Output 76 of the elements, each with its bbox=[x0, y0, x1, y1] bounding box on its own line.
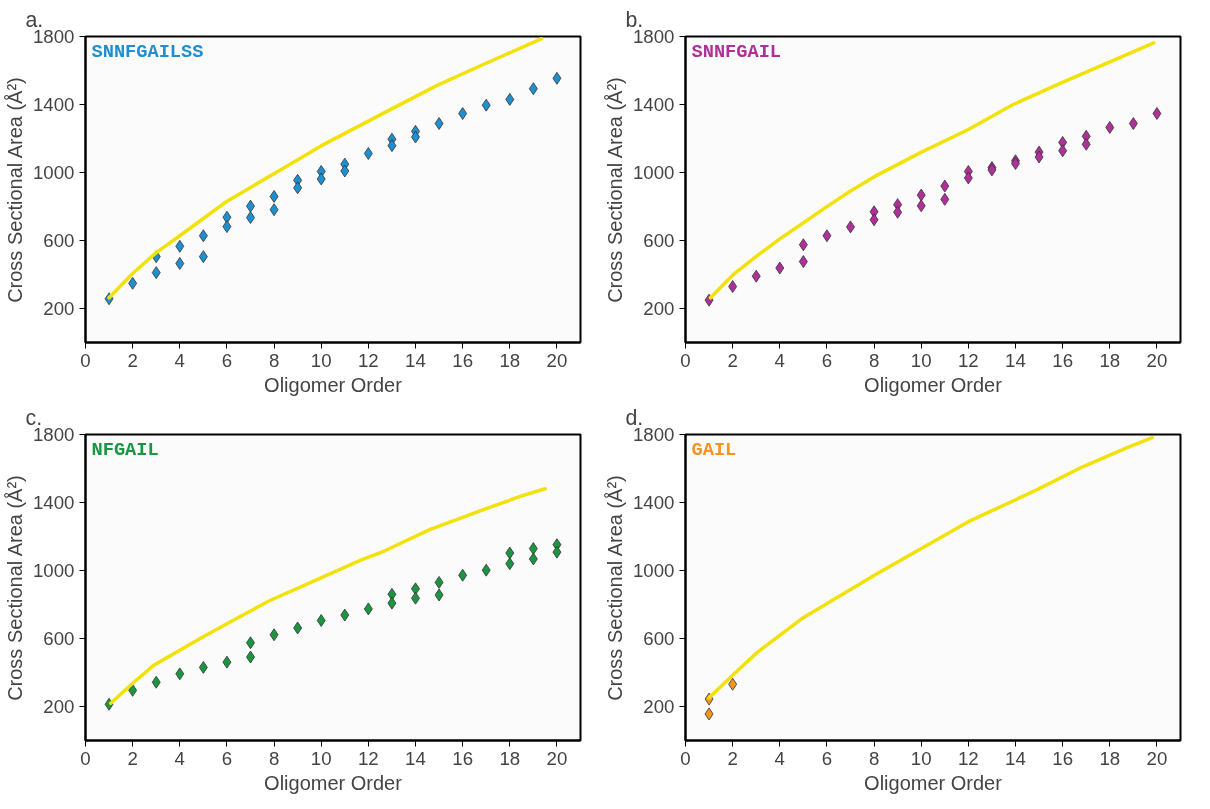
y-axis-title: Cross Sectional Area (Å²) bbox=[4, 77, 26, 303]
x-tick-label: 12 bbox=[957, 747, 979, 769]
x-tick-label: 10 bbox=[910, 747, 932, 769]
text: GAIL bbox=[691, 438, 737, 461]
x-tick-label: 8 bbox=[868, 747, 880, 769]
y-tick-label: 1800 bbox=[633, 26, 675, 47]
x-tick-label: 2 bbox=[127, 349, 138, 371]
x-tick-label: 14 bbox=[1005, 747, 1026, 769]
y-tick-label: 600 bbox=[643, 230, 675, 251]
x-tick-label: 16 bbox=[452, 349, 474, 371]
y-tick-label: 1800 bbox=[33, 26, 75, 47]
x-axis-title: Oligomer Order bbox=[864, 771, 1003, 794]
x-tick-label: 20 bbox=[546, 349, 568, 371]
x-tick-label: 6 bbox=[221, 747, 233, 769]
y-axis-title: Cross Sectional Area (Å²) bbox=[604, 77, 626, 303]
x-tick-label: 18 bbox=[499, 747, 521, 769]
x-tick-label: 20 bbox=[546, 747, 568, 769]
y-tick-label: 1000 bbox=[633, 162, 675, 183]
y-tick-label: 1000 bbox=[33, 560, 75, 581]
y-tick-label: 200 bbox=[43, 298, 75, 319]
x-tick-label: 6 bbox=[821, 349, 833, 371]
y-tick-label: 1400 bbox=[633, 94, 675, 115]
text: SNNFGAILSS bbox=[91, 40, 204, 63]
y-tick-label: 600 bbox=[43, 230, 75, 251]
y-tick-label: 1400 bbox=[33, 492, 75, 513]
x-tick-label: 18 bbox=[1099, 747, 1121, 769]
x-tick-label: 0 bbox=[680, 349, 691, 371]
x-tick-label: 6 bbox=[821, 747, 833, 769]
x-tick-label: 0 bbox=[80, 349, 91, 371]
x-tick-label: 16 bbox=[452, 747, 474, 769]
x-tick-label: 14 bbox=[405, 747, 426, 769]
y-axis-title: Cross Sectional Area (Å²) bbox=[604, 475, 626, 701]
x-tick-label: 12 bbox=[357, 747, 379, 769]
x-tick-label: 6 bbox=[221, 349, 233, 371]
x-tick-label: 2 bbox=[727, 349, 738, 371]
x-tick-label: 20 bbox=[1146, 747, 1168, 769]
y-tick-label: 1400 bbox=[633, 492, 675, 513]
x-axis-title: Oligomer Order bbox=[264, 373, 403, 396]
x-tick-label: 18 bbox=[499, 349, 521, 371]
y-tick-label: 1000 bbox=[633, 560, 675, 581]
y-axis-title: Cross Sectional Area (Å²) bbox=[4, 475, 26, 701]
y-tick-label: 1400 bbox=[33, 94, 75, 115]
y-tick-label: 200 bbox=[643, 298, 675, 319]
y-tick-label: 1800 bbox=[633, 424, 675, 445]
x-tick-label: 10 bbox=[310, 349, 332, 371]
x-tick-label: 0 bbox=[80, 747, 91, 769]
text: SNNFGAIL bbox=[691, 40, 782, 63]
x-tick-label: 20 bbox=[1146, 349, 1168, 371]
y-tick-label: 200 bbox=[643, 696, 675, 717]
x-tick-label: 14 bbox=[405, 349, 426, 371]
x-tick-label: 0 bbox=[680, 747, 691, 769]
x-tick-label: 18 bbox=[1099, 349, 1121, 371]
y-tick-label: 1800 bbox=[33, 424, 75, 445]
x-tick-label: 4 bbox=[774, 747, 785, 769]
x-tick-label: 14 bbox=[1005, 349, 1026, 371]
x-tick-label: 16 bbox=[1052, 349, 1074, 371]
x-tick-label: 2 bbox=[727, 747, 738, 769]
x-tick-label: 8 bbox=[268, 349, 280, 371]
y-tick-label: 1000 bbox=[33, 162, 75, 183]
text: NFGAIL bbox=[91, 438, 159, 461]
x-axis-title: Oligomer Order bbox=[264, 771, 403, 794]
x-tick-label: 8 bbox=[868, 349, 880, 371]
x-tick-label: 2 bbox=[127, 747, 138, 769]
x-tick-label: 16 bbox=[1052, 747, 1074, 769]
x-tick-label: 10 bbox=[910, 349, 932, 371]
x-tick-label: 12 bbox=[957, 349, 979, 371]
x-tick-label: 10 bbox=[310, 747, 332, 769]
y-tick-label: 200 bbox=[43, 696, 75, 717]
x-axis-title: Oligomer Order bbox=[864, 373, 1003, 396]
y-tick-label: 600 bbox=[43, 628, 75, 649]
x-tick-label: 8 bbox=[268, 747, 280, 769]
x-tick-label: 4 bbox=[174, 747, 185, 769]
x-tick-label: 4 bbox=[174, 349, 185, 371]
y-tick-label: 600 bbox=[643, 628, 675, 649]
x-tick-label: 12 bbox=[357, 349, 379, 371]
x-tick-label: 4 bbox=[774, 349, 785, 371]
